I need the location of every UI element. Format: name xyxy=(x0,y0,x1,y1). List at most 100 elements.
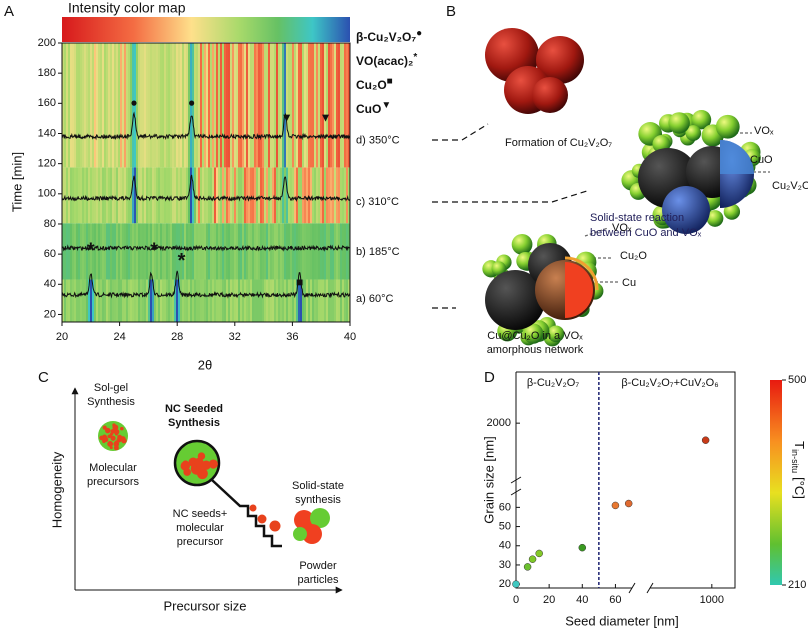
heatmap-cell xyxy=(344,167,347,224)
heatmap-cell xyxy=(254,279,257,322)
speck xyxy=(109,446,113,450)
trace-label: b) 185°C xyxy=(356,246,400,258)
heatmap-cell xyxy=(104,43,107,168)
y-axis-label: Grain size [nm] xyxy=(481,436,496,523)
point xyxy=(611,501,620,510)
heatmap-cell xyxy=(154,223,157,280)
heatmap-cell xyxy=(118,167,121,224)
heatmap-cell xyxy=(184,43,187,168)
heatmap-cell xyxy=(150,43,153,168)
peak-marker: * xyxy=(87,239,95,261)
heatmap-cell xyxy=(108,43,111,168)
heatmap-cell xyxy=(92,279,95,322)
heatmap-cell xyxy=(308,167,311,224)
heatmap-cell xyxy=(330,167,333,224)
heatmap-cell xyxy=(96,167,99,224)
heatmap-cell xyxy=(340,279,343,322)
heatmap-cell xyxy=(318,167,321,224)
heatmap-cell xyxy=(176,223,179,280)
speck xyxy=(183,468,191,476)
heatmap-cell xyxy=(112,279,115,322)
heatmap-cell xyxy=(326,43,329,168)
heatmap-cell xyxy=(86,279,89,322)
peak-marker: ● xyxy=(188,95,195,109)
particle xyxy=(249,504,257,512)
heatmap-cell xyxy=(144,167,147,224)
heatmap-cell xyxy=(186,43,189,168)
y-tick-label: 140 xyxy=(38,127,56,139)
component-label: Cu xyxy=(622,277,636,289)
trace-label: c) 310°C xyxy=(356,196,399,208)
heatmap-cell xyxy=(162,223,165,280)
heatmap-cell xyxy=(298,279,301,322)
heatmap-cell xyxy=(226,223,229,280)
heatmap-cell xyxy=(156,223,159,280)
heatmap-cell xyxy=(144,279,147,322)
heatmap-cell xyxy=(304,43,307,168)
heatmap-cell xyxy=(256,43,259,168)
heatmap-cell xyxy=(208,43,211,168)
sphere xyxy=(536,36,584,84)
heatmap-cell xyxy=(274,223,277,280)
y-axis-label: Homogeneity xyxy=(49,451,64,528)
heatmap-cell xyxy=(64,279,67,322)
heatmap-cell xyxy=(264,223,267,280)
heatmap-cell xyxy=(122,223,125,280)
heatmap-cell xyxy=(258,279,261,322)
heatmap-cell xyxy=(92,223,95,280)
caption: Synthesis xyxy=(168,417,220,429)
legend-entry: VO(acac)₂* xyxy=(356,52,417,69)
panel-label: A xyxy=(4,3,14,20)
heatmap-cell xyxy=(124,167,127,224)
sphere xyxy=(706,210,724,227)
heatmap-cell xyxy=(268,279,271,322)
heatmap-cell xyxy=(244,223,247,280)
heatmap-cell xyxy=(302,43,305,168)
heatmap-cell xyxy=(214,167,217,224)
heatmap-cell xyxy=(180,223,183,280)
heatmap-cell xyxy=(272,279,275,322)
heatmap-cell xyxy=(284,279,287,322)
heatmap-cell xyxy=(198,43,201,168)
heatmap-cell xyxy=(300,43,303,168)
heatmap-cell xyxy=(198,167,201,224)
heatmap-cell xyxy=(196,43,199,168)
peak-marker: * xyxy=(178,250,186,272)
xrd-trace xyxy=(61,174,351,202)
y-tick-label: 40 xyxy=(499,540,511,552)
heatmap-cell xyxy=(96,279,99,322)
heatmap-cell xyxy=(236,43,239,168)
heatmap-cell xyxy=(240,223,243,280)
heatmap-cell xyxy=(132,43,135,168)
heatmap-cell xyxy=(256,223,259,280)
heatmap-cell xyxy=(142,223,145,280)
heatmap-cell xyxy=(128,167,131,224)
heatmap-cell xyxy=(90,167,93,224)
heatmap-cell xyxy=(238,223,241,280)
heatmap-cell xyxy=(232,167,235,224)
heatmap-cell xyxy=(324,167,327,224)
unit: [°C] xyxy=(792,477,807,499)
heatmap-cell xyxy=(76,223,79,280)
heatmap-cell xyxy=(118,43,121,168)
heatmap-cell xyxy=(312,223,315,280)
heatmap-cell xyxy=(158,279,161,322)
heatmap-cell xyxy=(112,43,115,168)
heatmap-cell xyxy=(230,279,233,322)
heatmap-cell xyxy=(174,43,177,168)
heatmap-cell xyxy=(342,223,345,280)
point xyxy=(701,436,710,444)
y-tick-label: 60 xyxy=(499,501,511,513)
heatmap-cell xyxy=(282,167,285,224)
heatmap-cell xyxy=(98,167,101,224)
heatmap-cell xyxy=(188,223,191,280)
cu-core xyxy=(565,262,593,318)
heatmap-cell xyxy=(174,279,177,322)
heatmap-cell xyxy=(116,167,119,224)
heatmap-cell xyxy=(150,167,153,224)
heatmap-cell xyxy=(252,279,255,322)
heatmap-cell xyxy=(302,279,305,322)
heatmap-cell xyxy=(202,43,205,168)
x-tick-label: 24 xyxy=(113,331,125,343)
legend-entry: β-Cu₂V₂O₇● xyxy=(356,28,422,45)
